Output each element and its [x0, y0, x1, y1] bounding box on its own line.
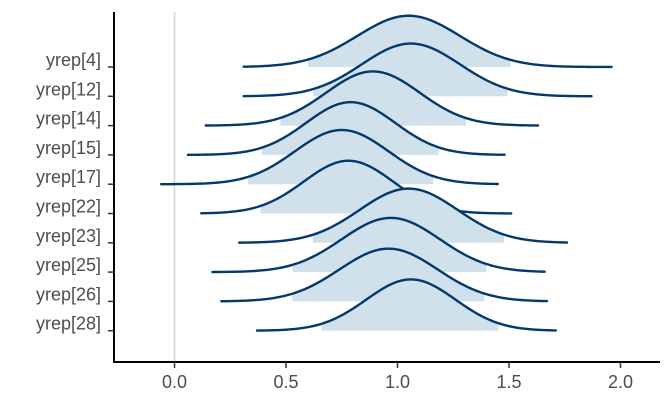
ridge-yrep28: [255, 278, 558, 332]
y-tick-label: yrep[15]: [36, 138, 101, 158]
y-tick-label: yrep[26]: [36, 284, 101, 304]
y-tick-label: yrep[23]: [36, 226, 101, 246]
ridge-fill: [248, 130, 434, 185]
ridge-outline: [237, 187, 569, 244]
ridge-yrep17: [159, 128, 500, 186]
ridge-yrep4: [242, 14, 613, 69]
y-tick-label: yrep[12]: [36, 79, 101, 99]
ridge-yrep25: [211, 216, 546, 274]
y-tick-label: yrep[17]: [36, 167, 101, 187]
ridge-outline: [186, 100, 506, 157]
ridge-outline: [204, 70, 540, 127]
x-tick-label: 1.0: [385, 372, 410, 392]
ridge-outline: [220, 247, 549, 303]
ridge-outline: [242, 14, 613, 69]
x-tick-label: 0.0: [162, 372, 187, 392]
ridge-outline: [211, 216, 546, 274]
x-tick-label: 2.0: [608, 372, 633, 392]
ridge-fill: [308, 15, 511, 67]
ridge-yrep15: [186, 100, 506, 157]
y-tick-label: yrep[22]: [36, 197, 101, 217]
ridge-yrep12: [242, 42, 593, 98]
x-tick-label: 0.5: [273, 372, 298, 392]
ridge-outline: [255, 278, 558, 332]
y-tick-label: yrep[14]: [36, 109, 101, 129]
ridge-outline: [159, 128, 500, 186]
y-tick-label: yrep[4]: [46, 50, 101, 70]
ridge-fill: [292, 217, 487, 273]
x-tick-label: 1.5: [496, 372, 521, 392]
ridge-outline: [242, 42, 593, 98]
ridge-yrep22: [200, 159, 513, 215]
ridge-fill: [321, 279, 499, 331]
y-tick-label: yrep[28]: [36, 314, 101, 334]
ridge-fill: [261, 102, 439, 155]
y-tick-label: yrep[25]: [36, 255, 101, 275]
